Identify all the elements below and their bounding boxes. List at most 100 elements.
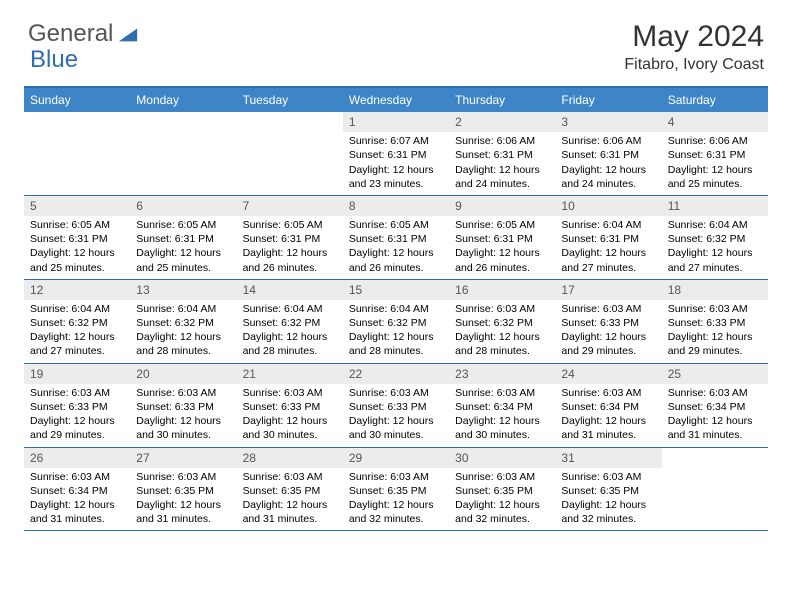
daylight-text: Daylight: 12 hours and 26 minutes. [349,246,443,274]
day-number [237,112,343,132]
day-cell: 14Sunrise: 6:04 AMSunset: 6:32 PMDayligh… [237,280,343,363]
daylight-text: Daylight: 12 hours and 28 minutes. [136,330,230,358]
daylight-text: Daylight: 12 hours and 28 minutes. [349,330,443,358]
day-cell: 16Sunrise: 6:03 AMSunset: 6:32 PMDayligh… [449,280,555,363]
day-number: 28 [237,448,343,468]
day-number: 3 [555,112,661,132]
sunset-text: Sunset: 6:32 PM [30,316,124,330]
day-number: 23 [449,364,555,384]
sunset-text: Sunset: 6:31 PM [561,148,655,162]
sunrise-text: Sunrise: 6:07 AM [349,134,443,148]
daylight-text: Daylight: 12 hours and 24 minutes. [561,163,655,191]
day-cell [130,112,236,195]
sunrise-text: Sunrise: 6:03 AM [455,470,549,484]
sunset-text: Sunset: 6:32 PM [349,316,443,330]
sunset-text: Sunset: 6:32 PM [243,316,337,330]
sunset-text: Sunset: 6:33 PM [136,400,230,414]
week-row: 19Sunrise: 6:03 AMSunset: 6:33 PMDayligh… [24,364,768,448]
day-body: Sunrise: 6:04 AMSunset: 6:32 PMDaylight:… [24,302,130,363]
day-number [662,448,768,468]
sunrise-text: Sunrise: 6:04 AM [668,218,762,232]
sunset-text: Sunset: 6:33 PM [349,400,443,414]
day-body: Sunrise: 6:03 AMSunset: 6:33 PMDaylight:… [24,386,130,447]
weekday-header: Saturday [662,88,768,112]
sunrise-text: Sunrise: 6:03 AM [561,470,655,484]
logo-triangle-icon [117,23,139,45]
day-number: 10 [555,196,661,216]
daylight-text: Daylight: 12 hours and 26 minutes. [455,246,549,274]
daylight-text: Daylight: 12 hours and 26 minutes. [243,246,337,274]
daylight-text: Daylight: 12 hours and 27 minutes. [561,246,655,274]
daylight-text: Daylight: 12 hours and 32 minutes. [455,498,549,526]
day-body: Sunrise: 6:03 AMSunset: 6:34 PMDaylight:… [662,386,768,447]
daylight-text: Daylight: 12 hours and 30 minutes. [349,414,443,442]
sunrise-text: Sunrise: 6:04 AM [136,302,230,316]
weekday-header: Wednesday [343,88,449,112]
day-number: 15 [343,280,449,300]
sunrise-text: Sunrise: 6:04 AM [30,302,124,316]
day-cell: 10 Sunrise: 6:04 AMSunset: 6:31 PMDayligh… [555,196,661,279]
week-row: 5Sunrise: 6:05 AMSunset: 6:31 PMDaylight… [24,196,768,280]
day-number: 1 [343,112,449,132]
title-block: May 2024 Fitabro, Ivory Coast [624,20,764,74]
sunrise-text: Sunrise: 6:03 AM [30,386,124,400]
sunrise-text: Sunrise: 6:06 AM [561,134,655,148]
sunrise-text: Sunrise: 6:03 AM [136,386,230,400]
daylight-text: Daylight: 12 hours and 28 minutes. [243,330,337,358]
day-cell: 3 Sunrise: 6:06 AMSunset: 6:31 PMDaylight… [555,112,661,195]
sunset-text: Sunset: 6:32 PM [136,316,230,330]
sunrise-text: Sunrise: 6:03 AM [30,470,124,484]
daylight-text: Daylight: 12 hours and 25 minutes. [668,163,762,191]
day-cell: 7Sunrise: 6:05 AMSunset: 6:31 PMDaylight… [237,196,343,279]
day-body: Sunrise: 6:03 AMSunset: 6:34 PMDaylight:… [449,386,555,447]
day-cell: 1Sunrise: 6:07 AMSunset: 6:31 PMDaylight… [343,112,449,195]
daylight-text: Daylight: 12 hours and 32 minutes. [349,498,443,526]
weekday-header: Thursday [449,88,555,112]
day-body: Sunrise: 6:04 AMSunset: 6:32 PMDaylight:… [130,302,236,363]
day-body: Sunrise: 6:03 AMSunset: 6:33 PMDaylight:… [343,386,449,447]
sunset-text: Sunset: 6:33 PM [243,400,337,414]
weeks-container: 1Sunrise: 6:07 AMSunset: 6:31 PMDaylight… [24,112,768,531]
sunrise-text: Sunrise: 6:03 AM [668,302,762,316]
day-body: Sunrise: 6:03 AMSunset: 6:35 PMDaylight:… [449,470,555,531]
day-cell [237,112,343,195]
sunset-text: Sunset: 6:33 PM [561,316,655,330]
day-cell: 15 Sunrise: 6:04 AMSunset: 6:32 PMDayligh… [343,280,449,363]
day-number: 2 [449,112,555,132]
day-cell: 26Sunrise: 6:03 AMSunset: 6:34 PMDayligh… [24,448,130,531]
page-header: General May 2024 Fitabro, Ivory Coast [0,0,792,82]
sunset-text: Sunset: 6:32 PM [455,316,549,330]
day-number: 19 [24,364,130,384]
weekday-header-row: Sunday Monday Tuesday Wednesday Thursday… [24,88,768,112]
sunrise-text: Sunrise: 6:06 AM [668,134,762,148]
daylight-text: Daylight: 12 hours and 30 minutes. [243,414,337,442]
sunrise-text: Sunrise: 6:05 AM [30,218,124,232]
sunset-text: Sunset: 6:31 PM [668,148,762,162]
sunrise-text: Sunrise: 6:04 AM [561,218,655,232]
day-number: 18 [662,280,768,300]
day-cell: 12Sunrise: 6:04 AMSunset: 6:32 PMDayligh… [24,280,130,363]
daylight-text: Daylight: 12 hours and 28 minutes. [455,330,549,358]
day-body: Sunrise: 6:03 AMSunset: 6:34 PMDaylight:… [24,470,130,531]
sunset-text: Sunset: 6:34 PM [455,400,549,414]
day-cell: 31Sunrise: 6:03 AMSunset: 6:35 PMDayligh… [555,448,661,531]
day-number: 16 [449,280,555,300]
day-cell: 22Sunrise: 6:03 AMSunset: 6:33 PMDayligh… [343,364,449,447]
day-body: Sunrise: 6:03 AMSunset: 6:33 PMDaylight:… [662,302,768,363]
sunrise-text: Sunrise: 6:05 AM [349,218,443,232]
daylight-text: Daylight: 12 hours and 29 minutes. [668,330,762,358]
day-body: Sunrise: 6:03 AMSunset: 6:33 PMDaylight:… [237,386,343,447]
sunset-text: Sunset: 6:31 PM [561,232,655,246]
sunset-text: Sunset: 6:35 PM [136,484,230,498]
day-number: 8 [343,196,449,216]
week-row: 1Sunrise: 6:07 AMSunset: 6:31 PMDaylight… [24,112,768,196]
day-number: 21 [237,364,343,384]
sunset-text: Sunset: 6:34 PM [668,400,762,414]
daylight-text: Daylight: 12 hours and 29 minutes. [561,330,655,358]
sunset-text: Sunset: 6:35 PM [243,484,337,498]
sunset-text: Sunset: 6:31 PM [30,232,124,246]
day-cell: 23Sunrise: 6:03 AMSunset: 6:34 PMDayligh… [449,364,555,447]
sunrise-text: Sunrise: 6:03 AM [349,386,443,400]
day-cell: 21Sunrise: 6:03 AMSunset: 6:33 PMDayligh… [237,364,343,447]
sunrise-text: Sunrise: 6:04 AM [349,302,443,316]
